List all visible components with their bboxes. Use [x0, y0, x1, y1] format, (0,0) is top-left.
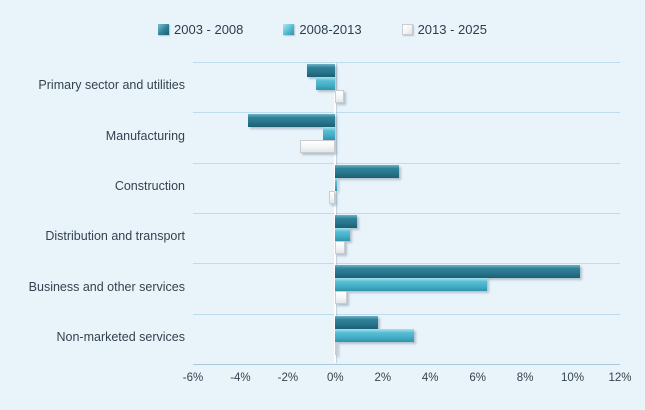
- legend-label: 2008-2013: [299, 22, 362, 37]
- bar-2003-2008-construction: [335, 164, 400, 178]
- bar-2013-2025-business-and-other-services: [335, 291, 348, 305]
- zero-axis-line: [334, 63, 337, 363]
- plot-area: [193, 62, 620, 365]
- bar-2008-2013-distribution-and-transport: [335, 228, 350, 241]
- legend-item-2008-2013: 2008-2013: [283, 22, 362, 37]
- chart-legend: 2003 - 2008 2008-2013 2013 - 2025: [0, 22, 645, 37]
- x-tick-label: 12%: [608, 372, 632, 384]
- x-tick-label: 6%: [469, 372, 486, 384]
- bar-2008-2013-business-and-other-services: [335, 278, 488, 292]
- row-separator-line: [193, 213, 620, 214]
- legend-label: 2003 - 2008: [174, 22, 244, 37]
- category-label: Construction: [114, 178, 185, 193]
- bar-2008-2013-primary-sector-and-utilities: [316, 77, 336, 90]
- category-label: Manufacturing: [105, 128, 185, 143]
- legend-item-2003-2008: 2003 - 2008: [158, 22, 243, 37]
- x-axis-line: [193, 364, 620, 365]
- bar-2013-2025-construction: [329, 190, 336, 204]
- row-separator-line: [193, 314, 620, 315]
- category-label: Non-marketed services: [56, 329, 185, 344]
- x-tick-label: -4%: [230, 372, 251, 384]
- row-separator-line: [193, 112, 620, 113]
- bar-2003-2008-manufacturing: [247, 114, 336, 128]
- row-separator-line: [193, 163, 620, 164]
- bar-2013-2025-manufacturing: [299, 140, 336, 154]
- category-label: Distribution and transport: [45, 229, 185, 244]
- category-label: Business and other services: [28, 279, 185, 294]
- x-tick-label: 2%: [374, 372, 392, 384]
- row-separator-line: [193, 62, 620, 63]
- bar-2003-2008-non-marketed-services: [335, 315, 379, 329]
- dark-teal-swatch-icon: [158, 24, 169, 35]
- white-swatch-icon: [401, 24, 413, 35]
- category-label: Primary sector and utilities: [38, 78, 185, 93]
- bar-2013-2025-non-marketed-services: [335, 341, 338, 355]
- bar-2008-2013-manufacturing: [323, 127, 336, 141]
- bar-2008-2013-non-marketed-services: [335, 328, 414, 342]
- legend-label: 2013 - 2025: [417, 22, 487, 37]
- bar-2003-2008-business-and-other-services: [335, 265, 580, 279]
- bar-2008-2013-construction: [335, 177, 338, 191]
- bar-2013-2025-distribution-and-transport: [335, 241, 345, 254]
- x-tick-label: 0%: [327, 372, 344, 384]
- bar-2013-2025-primary-sector-and-utilities: [335, 90, 344, 103]
- legend-item-2013-2025: 2013 - 2025: [401, 22, 487, 37]
- x-tick-label: 10%: [561, 372, 585, 384]
- x-tick-label: -6%: [182, 372, 204, 384]
- bar-2003-2008-primary-sector-and-utilities: [306, 64, 336, 77]
- row-separator-line: [193, 263, 620, 264]
- bar-2003-2008-distribution-and-transport: [335, 215, 357, 228]
- x-tick-label: 4%: [421, 372, 439, 384]
- light-teal-swatch-icon: [283, 24, 295, 35]
- x-tick-label: 8%: [516, 372, 534, 384]
- x-tick-label: -2%: [277, 372, 299, 384]
